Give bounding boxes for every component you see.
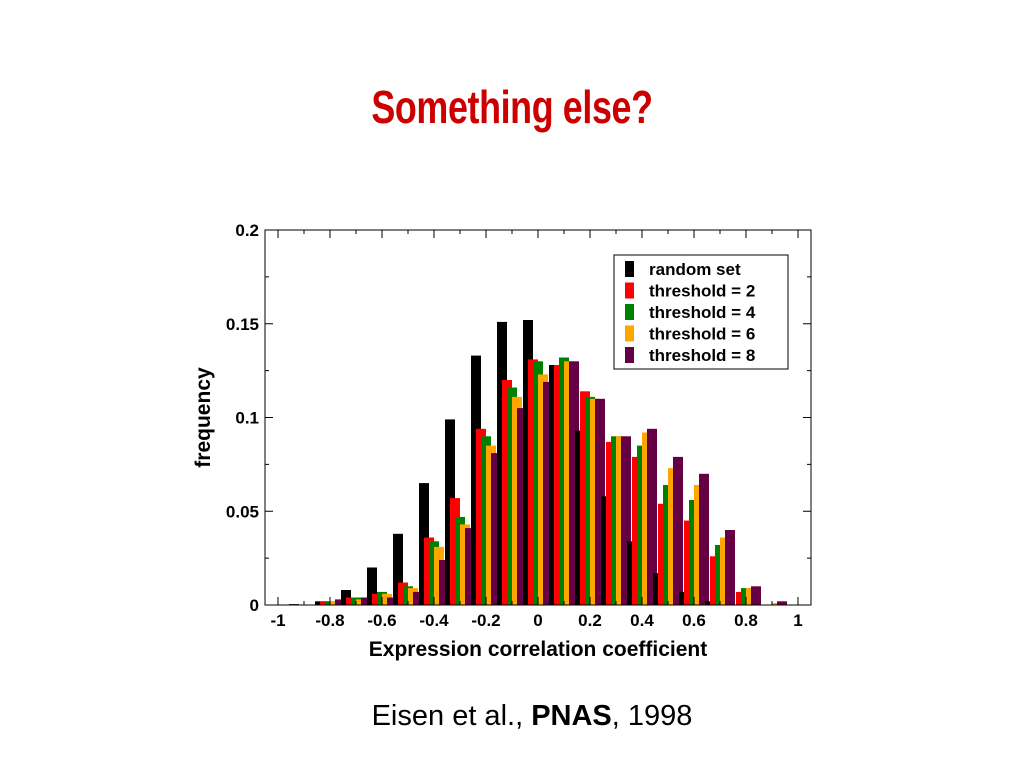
legend-swatch: [625, 282, 634, 299]
x-tick-label: 1: [793, 611, 802, 630]
y-axis-label: frequency: [192, 367, 215, 468]
x-tick-label: 0.6: [682, 611, 706, 630]
legend-box: [613, 254, 789, 370]
bar-threshold-8-15: [673, 456, 683, 605]
bar-random-set-4: [367, 567, 377, 605]
bar-threshold-8-2: [335, 599, 345, 605]
legend-label: random set: [649, 260, 741, 279]
y-tick-label: 0.1: [235, 409, 259, 428]
bar-threshold-8-9: [517, 408, 527, 605]
legend-label: threshold = 2: [649, 282, 755, 301]
x-tick-label: -0.6: [367, 611, 396, 630]
legend-label: threshold = 8: [649, 346, 755, 365]
y-tick-label: 0: [250, 596, 259, 615]
bar-random-set-5: [393, 533, 403, 606]
legend-label: threshold = 4: [649, 303, 756, 322]
legend-swatch: [625, 304, 634, 320]
bar-threshold-8-12: [595, 398, 605, 606]
bar-threshold-8-16: [699, 473, 709, 606]
bar-threshold-8-11: [569, 361, 579, 606]
bar-threshold-8-18: [751, 586, 761, 606]
citation-year: , 1998: [611, 700, 693, 732]
citation: Eisen et al., PNAS, 1998: [0, 700, 1024, 733]
bar-threshold-8-19: [777, 601, 787, 606]
bar-threshold-8-3: [361, 597, 371, 605]
bar-threshold-8-17: [725, 530, 735, 605]
x-tick-label: 0.4: [630, 611, 654, 630]
bar-threshold-8-5: [413, 591, 423, 605]
x-tick-label: -1: [270, 611, 285, 630]
legend-swatch: [625, 347, 634, 363]
x-tick-label: -0.2: [471, 611, 500, 630]
citation-journal: PNAS: [531, 700, 612, 732]
x-tick-label: 0.8: [734, 611, 758, 630]
legend-swatch: [625, 325, 634, 342]
y-tick-label: 0.2: [235, 221, 259, 240]
legend-label: threshold = 6: [649, 325, 755, 344]
slide-title: Something else?: [371, 81, 653, 133]
bar-threshold-8-13: [621, 436, 631, 606]
y-tick-label: 0.15: [226, 315, 259, 334]
citation-authors: Eisen et al.,: [371, 700, 532, 732]
bar-threshold-8-8: [491, 453, 501, 605]
bar-threshold-8-6: [439, 560, 449, 605]
bar-threshold-8-10: [543, 381, 553, 605]
x-tick-label: -0.8: [315, 611, 344, 630]
histogram-chart: -1 -0.8 -0.6 -0.4 -0.2 0 0.2 0.4 0.6 0.8 1 0 0.05 0.1…: [192, 221, 812, 661]
legend-swatch: [625, 261, 634, 277]
x-tick-label: -0.4: [419, 611, 449, 630]
x-tick-label: 0: [533, 611, 542, 630]
x-axis-label: Expression correlation coefficient: [369, 638, 707, 661]
bar-threshold-8-14: [647, 428, 657, 606]
bar-threshold-8-4: [387, 597, 397, 605]
bar-threshold-8-7: [465, 528, 475, 605]
x-tick-label: 0.2: [578, 611, 602, 630]
y-tick-label: 0.05: [226, 502, 259, 521]
